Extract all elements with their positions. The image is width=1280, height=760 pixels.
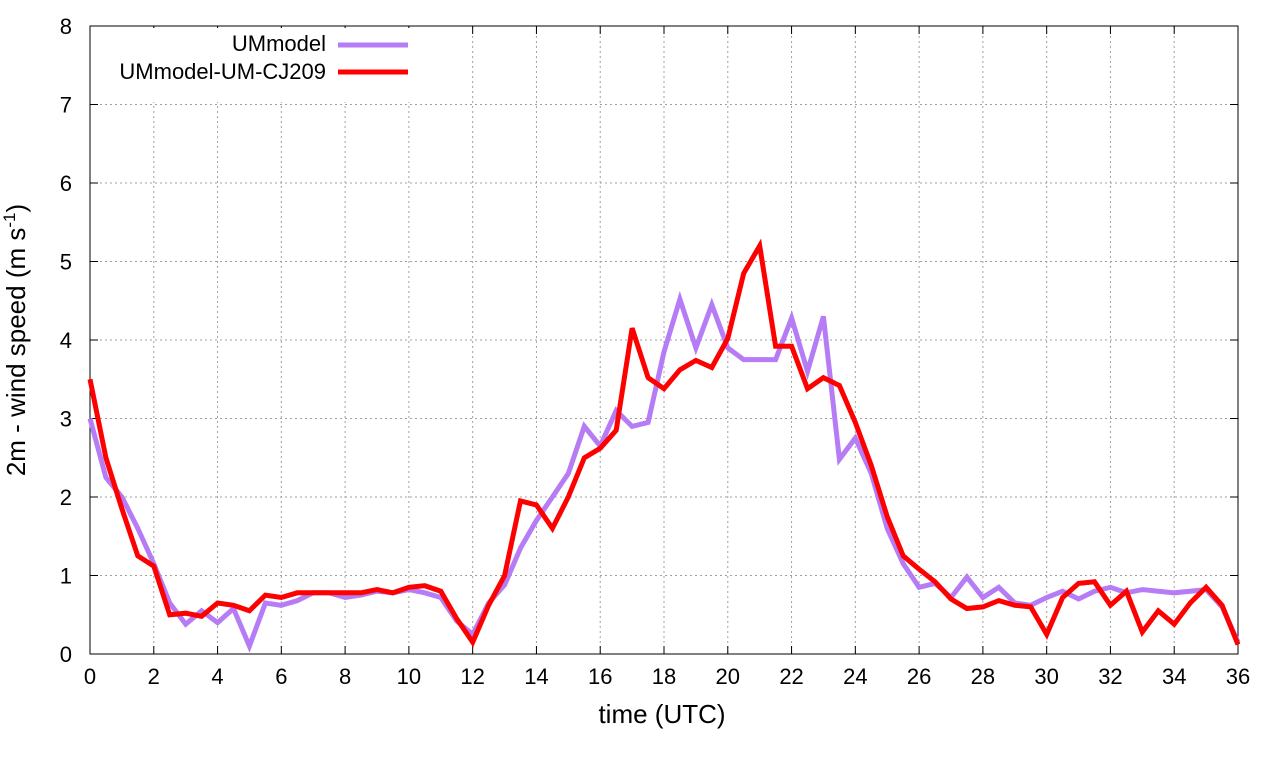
x-tick-label: 8 (339, 664, 351, 689)
y-tick-label: 5 (60, 250, 72, 275)
series-line-ummodel (87, 290, 1241, 653)
y-tick-label: 3 (60, 407, 72, 432)
x-tick-label: 14 (524, 664, 548, 689)
x-tick-label: 12 (460, 664, 484, 689)
grid-lines (90, 26, 1238, 654)
x-axis-title: time (UTC) (598, 699, 725, 729)
x-tick-label: 16 (588, 664, 612, 689)
legend-label-ummodel: UMmodel (232, 31, 326, 56)
y-tick-label: 2 (60, 485, 72, 510)
y-tick-label: 6 (60, 171, 72, 196)
x-tick-label: 28 (971, 664, 995, 689)
x-tick-label: 6 (275, 664, 287, 689)
x-tick-label: 20 (716, 664, 740, 689)
x-tick-label: 26 (907, 664, 931, 689)
series-lines (87, 238, 1241, 653)
legend-background (92, 28, 418, 102)
x-tick-label: 18 (652, 664, 676, 689)
x-tick-label: 22 (779, 664, 803, 689)
y-tick-label: 8 (60, 14, 72, 39)
y-axis-title-main: 2m - wind speed (m s (1, 228, 31, 477)
x-tick-label: 36 (1226, 664, 1250, 689)
y-tick-label: 1 (60, 564, 72, 589)
y-axis-title-close: ) (1, 204, 31, 213)
x-tick-label: 34 (1162, 664, 1186, 689)
x-tick-label: 24 (843, 664, 867, 689)
y-tick-label: 0 (60, 642, 72, 667)
y-axis-title-sup: -1 (0, 213, 19, 228)
legend: UMmodel UMmodel-UM-CJ209 (92, 28, 418, 102)
x-tick-label: 2 (148, 664, 160, 689)
series-line-ummodel-um-cj209 (87, 238, 1241, 648)
y-tick-label: 7 (60, 93, 72, 118)
axis-ticks: 0 2 4 6 8 10 12 14 16 18 20 22 24 26 28 30 32 34 360123456… (60, 14, 1250, 689)
x-tick-label: 4 (211, 664, 223, 689)
x-tick-label: 32 (1098, 664, 1122, 689)
y-tick-label: 4 (60, 328, 72, 353)
y-axis-title: 2m - wind speed (m s-1) (0, 204, 31, 476)
x-tick-label: 10 (397, 664, 421, 689)
x-tick-label: 30 (1034, 664, 1058, 689)
legend-label-ummodel-um-cj209: UMmodel-UM-CJ209 (119, 59, 326, 84)
x-tick-label: 0 (84, 664, 96, 689)
